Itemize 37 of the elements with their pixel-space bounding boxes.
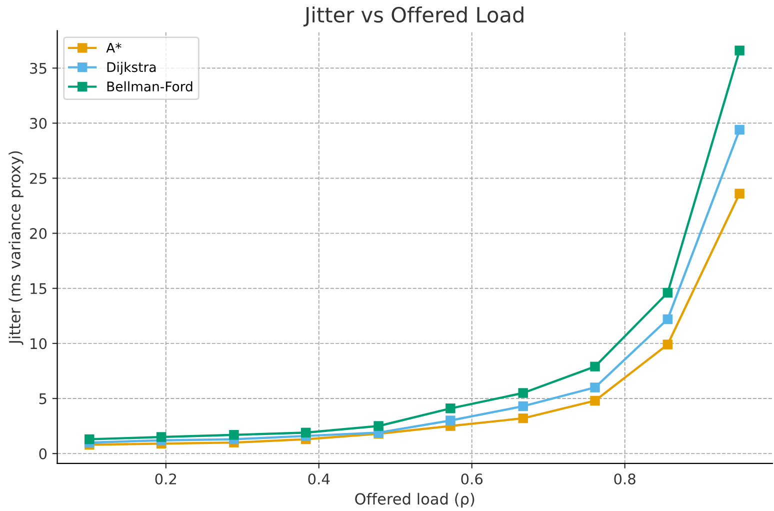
point [662,288,673,298]
y-tick-label: 35 [30,62,46,74]
point [662,340,673,350]
point [229,430,239,440]
point [590,382,600,392]
legend-label: A* [106,42,122,53]
y-tick-label: 5 [39,393,46,404]
point [518,401,528,412]
y-tick-label: 20 [30,228,47,240]
point [374,421,384,431]
point [734,124,744,135]
point [518,413,528,424]
x-tick-label: 0.6 [461,473,483,484]
x-tick-label: 0.4 [308,473,330,484]
x-axis-title: Offered load (ρ) [355,492,474,508]
point [84,434,94,444]
point [156,432,166,442]
legend-label: Dijkstra [107,62,156,75]
y-tick-label: 25 [30,172,46,184]
point [734,46,744,56]
point [446,404,456,414]
y-tick-label: 15 [30,283,46,294]
chart-title: Jitter vs Offered Load [303,6,524,26]
point [590,396,600,406]
y-tick-label: 0 [39,448,47,460]
point [446,416,456,426]
point [301,428,311,438]
point [662,314,673,324]
y-tick-label: 30 [30,118,47,129]
legend-label: Bellman-Ford [107,81,192,92]
x-tick-label: 0.8 [614,473,636,484]
point [734,188,744,199]
point [590,362,600,372]
y-axis-title: Jitter (ms variance proxy) [8,151,24,345]
x-tick-label: 0.2 [155,473,176,484]
point [518,388,528,398]
y-tick-label: 10 [30,338,47,350]
